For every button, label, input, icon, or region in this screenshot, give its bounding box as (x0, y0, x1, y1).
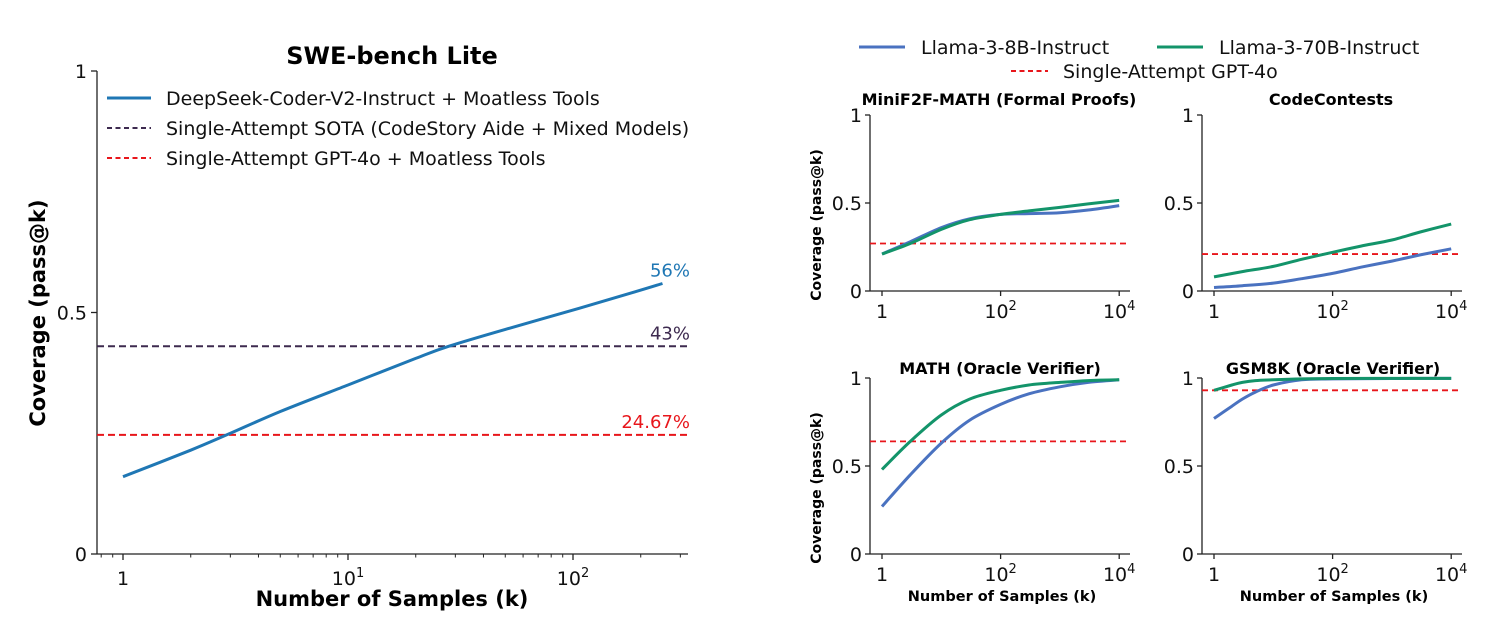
y-tick-label: 1 (1182, 368, 1194, 390)
y-tick-label: 1 (75, 61, 87, 83)
x-tick-label: 1 (1208, 301, 1220, 323)
legend: DeepSeek-Coder-V2-Instruct + Moatless To… (107, 88, 689, 170)
y-tick-label: 0 (850, 281, 862, 303)
legend-item: DeepSeek-Coder-V2-Instruct + Moatless To… (107, 88, 600, 110)
minif2f-chart: MiniF2F-MATH (Formal Proofs) 0 0.5 1 1 102 104… (809, 90, 1136, 323)
legend-item: Single-Attempt GPT-4o + Moatless Tools (107, 148, 546, 170)
llama-70b-series-line (880, 378, 1120, 471)
legend-item: Llama-3-70B-Instruct (1157, 37, 1419, 59)
y-axis-label: Coverage (pass@k) (26, 199, 50, 426)
x-axis-label: Number of Samples (k) (908, 589, 1096, 605)
chart-title: SWE-bench Lite (286, 42, 498, 70)
legend-item: Llama-3-8B-Instruct (859, 37, 1109, 59)
y-tick-label: 1 (850, 368, 862, 390)
x-tick-label: 104 (1103, 299, 1135, 323)
y-tick-label: 0.5 (1164, 456, 1194, 478)
y-tick-label: 0.5 (832, 193, 862, 215)
y-tick-label: 0 (850, 544, 862, 566)
y-tick-label: 1 (1182, 105, 1194, 127)
legend-label: Single-Attempt SOTA (CodeStory Aide + Mi… (166, 118, 689, 140)
legend-label: Llama-3-8B-Instruct (921, 37, 1109, 59)
legend-label: Single-Attempt GPT-4o + Moatless Tools (166, 148, 546, 170)
x-tick-label: 1 (876, 301, 888, 323)
subplot-title: CodeContests (1269, 90, 1393, 109)
deepseek-end-label: 56% (650, 261, 690, 282)
y-tick-label: 1 (850, 105, 862, 127)
llama-8b-series-line (1213, 247, 1452, 289)
x-tick-label: 102 (1316, 562, 1348, 586)
codecontests-chart: CodeContests 0 0.5 1 1 102 104 (1164, 90, 1468, 323)
deepseek-series-line (122, 282, 663, 479)
swe-bench-lite-chart: SWE-bench Lite 0 0.5 1 1 101 102 Number of Samp… (26, 42, 690, 611)
y-tick-label: 0 (1182, 544, 1194, 566)
y-tick-label: 0.5 (832, 456, 862, 478)
sota-end-label: 43% (650, 323, 690, 344)
gpt4o-end-label: 24.67% (621, 412, 690, 433)
y-tick-label: 0.5 (57, 303, 87, 325)
x-tick-label: 104 (1103, 562, 1135, 586)
y-tick-label: 0 (1182, 281, 1194, 303)
subplot-title: GSM8K (Oracle Verifier) (1226, 359, 1440, 378)
x-axis-label: Number of Samples (k) (1240, 589, 1428, 605)
llama-8b-series-line (1213, 376, 1452, 420)
x-tick-label: 1 (1208, 564, 1220, 586)
y-axis-label: Coverage (pass@k) (809, 412, 825, 564)
llama-70b-series-line (881, 198, 1120, 256)
legend-item: Single-Attempt GPT-4o (1011, 61, 1278, 83)
legend-item: Single-Attempt SOTA (CodeStory Aide + Mi… (107, 118, 689, 140)
x-tick-label: 102 (1316, 299, 1348, 323)
y-axis-label: Coverage (pass@k) (809, 149, 825, 301)
x-tick-label: 1 (876, 564, 888, 586)
legend-label: Single-Attempt GPT-4o (1063, 61, 1278, 83)
shared-legend: Llama-3-8B-Instruct Llama-3-70B-InstructS… (859, 37, 1419, 83)
llama-8b-series-line (881, 204, 1120, 256)
x-tick-label: 104 (1435, 299, 1467, 323)
x-tick-label: 101 (332, 566, 364, 590)
legend-label: DeepSeek-Coder-V2-Instruct + Moatless To… (166, 88, 600, 110)
legend-label: Llama-3-70B-Instruct (1219, 37, 1419, 59)
llama-70b-series-line (1213, 222, 1452, 279)
x-tick-label: 102 (984, 562, 1016, 586)
llama-8b-series-line (880, 378, 1120, 508)
subplot-title: MiniF2F-MATH (Formal Proofs) (862, 90, 1137, 109)
x-tick-label: 1 (117, 568, 129, 590)
x-tick-label: 102 (557, 566, 589, 590)
x-axis-label: Number of Samples (k) (256, 587, 529, 611)
gsm8k-chart: GSM8K (Oracle Verifier) 0 0.5 1 1 102 104 Numbe… (1164, 359, 1468, 605)
llama-70b-series-line (1213, 376, 1452, 392)
x-tick-label: 104 (1435, 562, 1467, 586)
subplot-title: MATH (Oracle Verifier) (899, 359, 1101, 378)
y-tick-label: 0 (75, 544, 87, 566)
y-tick-label: 0.5 (1164, 193, 1194, 215)
x-tick-label: 102 (984, 299, 1016, 323)
math-chart: MATH (Oracle Verifier) 0 0.5 1 1 102 104 Covera… (809, 359, 1135, 605)
